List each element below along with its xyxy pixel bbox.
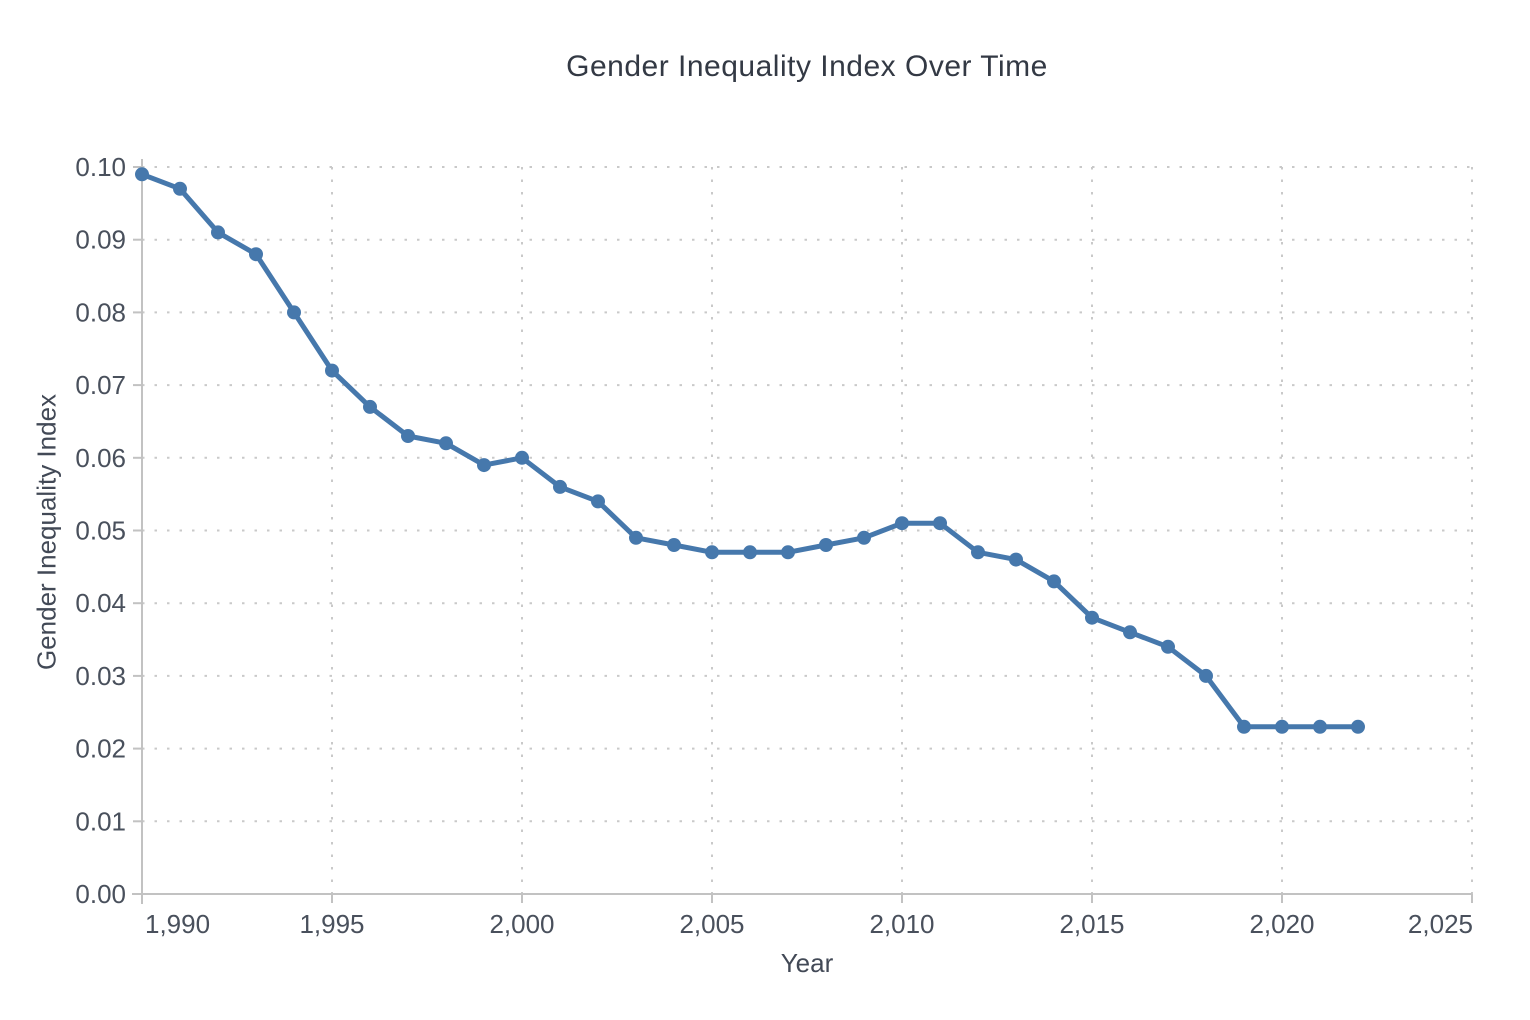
- series-line: [139, 171, 1361, 730]
- y-tick-label: 0.07: [75, 370, 126, 400]
- data-point-marker: [971, 545, 985, 560]
- data-point-marker: [629, 530, 643, 545]
- data-point-marker: [1123, 625, 1137, 640]
- x-tick-label: 1,990: [145, 909, 210, 939]
- y-tick-label: 0.00: [75, 879, 126, 909]
- data-point-marker: [553, 479, 567, 494]
- data-point-marker: [173, 181, 187, 196]
- y-tick-label: 0.06: [75, 443, 126, 473]
- data-point-marker: [211, 225, 225, 240]
- data-point-marker: [781, 545, 795, 560]
- y-tick-label: 0.01: [75, 806, 126, 836]
- data-point-marker: [325, 363, 339, 378]
- data-point-marker: [401, 429, 415, 443]
- data-point-marker: [1199, 668, 1213, 683]
- y-tick-label: 0.02: [75, 734, 126, 764]
- data-point-marker: [287, 305, 301, 320]
- data-point-marker: [363, 399, 377, 414]
- y-axis-title: Gender Inequality Index: [31, 393, 62, 671]
- x-tick-label: 2,000: [489, 909, 554, 939]
- x-tick-label: 2,020: [1249, 909, 1314, 939]
- data-point-marker: [743, 545, 757, 560]
- data-point-marker: [819, 538, 833, 552]
- data-point-marker: [515, 450, 529, 465]
- y-tick-label: 0.03: [75, 661, 126, 691]
- x-tick-label: 2,015: [1059, 909, 1124, 939]
- x-tick-label: 2,005: [679, 909, 744, 939]
- x-tick-label: 1,995: [299, 909, 364, 939]
- data-point-marker: [1047, 574, 1061, 589]
- x-tick-label: 2,025: [1408, 909, 1473, 939]
- y-tick-label: 0.10: [75, 152, 126, 182]
- data-point-marker: [857, 530, 871, 545]
- data-point-marker: [249, 247, 263, 262]
- data-point-marker: [1275, 719, 1289, 734]
- data-point-marker: [1313, 719, 1327, 734]
- y-tick-label: 0.04: [75, 588, 126, 618]
- data-point-marker: [135, 167, 149, 182]
- x-axis-title: Year: [780, 948, 834, 978]
- data-point-marker: [591, 494, 605, 509]
- data-point-marker: [933, 516, 947, 531]
- data-point-marker: [477, 458, 491, 473]
- data-point-marker: [1009, 552, 1023, 567]
- data-point-marker: [667, 538, 681, 552]
- data-point-marker: [895, 516, 909, 531]
- data-point-marker: [439, 436, 453, 451]
- data-point-marker: [1161, 639, 1175, 654]
- chart-title: Gender Inequality Index Over Time: [566, 50, 1048, 83]
- y-tick-label: 0.08: [75, 297, 126, 327]
- y-tick-label: 0.05: [75, 516, 126, 546]
- data-point-marker: [1085, 610, 1099, 625]
- x-tick-label: 2,010: [869, 909, 934, 939]
- data-point-marker: [1237, 719, 1251, 734]
- data-point-marker: [705, 545, 719, 560]
- y-tick-label: 0.09: [75, 225, 126, 255]
- data-point-marker: [1351, 719, 1365, 734]
